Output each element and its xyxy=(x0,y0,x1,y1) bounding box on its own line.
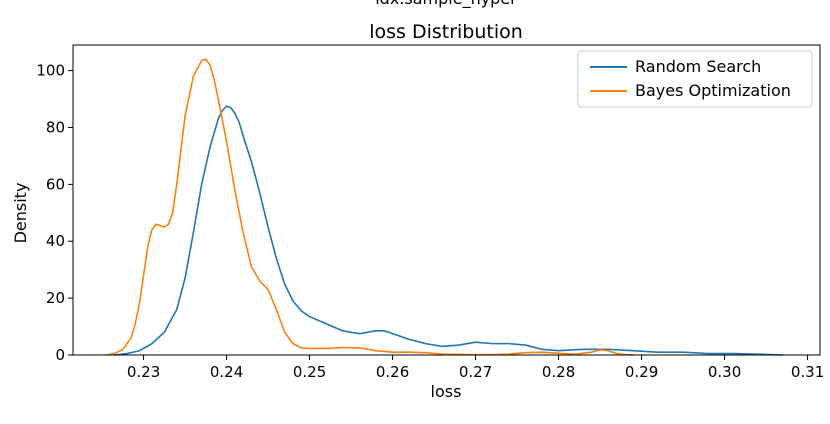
x-tick-label: 0.27 xyxy=(459,363,492,381)
y-tick-label: 20 xyxy=(46,289,65,307)
legend-box xyxy=(577,50,813,108)
x-tick-label: 0.28 xyxy=(542,363,575,381)
legend-label-bayes-optimization: Bayes Optimization xyxy=(635,81,791,100)
plot-frame xyxy=(72,44,821,356)
x-axis-label: loss xyxy=(431,382,462,401)
axes-layer: 0.23 0.24 0.25 0.26 0.27 0.28 0.29 0.30 0.31 0 20 4… xyxy=(36,44,824,381)
x-tick-label: 0.23 xyxy=(127,363,160,381)
y-tick-label: 100 xyxy=(36,62,65,80)
y-tick-label: 40 xyxy=(46,232,65,250)
y-tick-label: 0 xyxy=(55,346,65,364)
x-tick-label: 0.31 xyxy=(791,363,824,381)
plot-layer xyxy=(105,58,784,356)
legend-label-random-search: Random Search xyxy=(635,57,761,76)
x-tick-label: 0.26 xyxy=(376,363,409,381)
chart-title: loss Distribution xyxy=(369,21,523,43)
y-tick-label: 80 xyxy=(46,118,65,136)
x-tick-label: 0.29 xyxy=(625,363,658,381)
x-tick-label: 0.25 xyxy=(293,363,326,381)
x-tick-label: 0.24 xyxy=(210,363,243,381)
legend: Random Search Bayes Optimization xyxy=(577,50,813,108)
series-line-random-search xyxy=(113,105,784,356)
y-axis-label: Density xyxy=(11,183,30,244)
figure-suptitle: idx.sample_hyper xyxy=(375,0,517,9)
x-tick-label: 0.30 xyxy=(708,363,741,381)
y-tick-label: 60 xyxy=(46,175,65,193)
series-line-bayes-optimization xyxy=(105,58,635,356)
